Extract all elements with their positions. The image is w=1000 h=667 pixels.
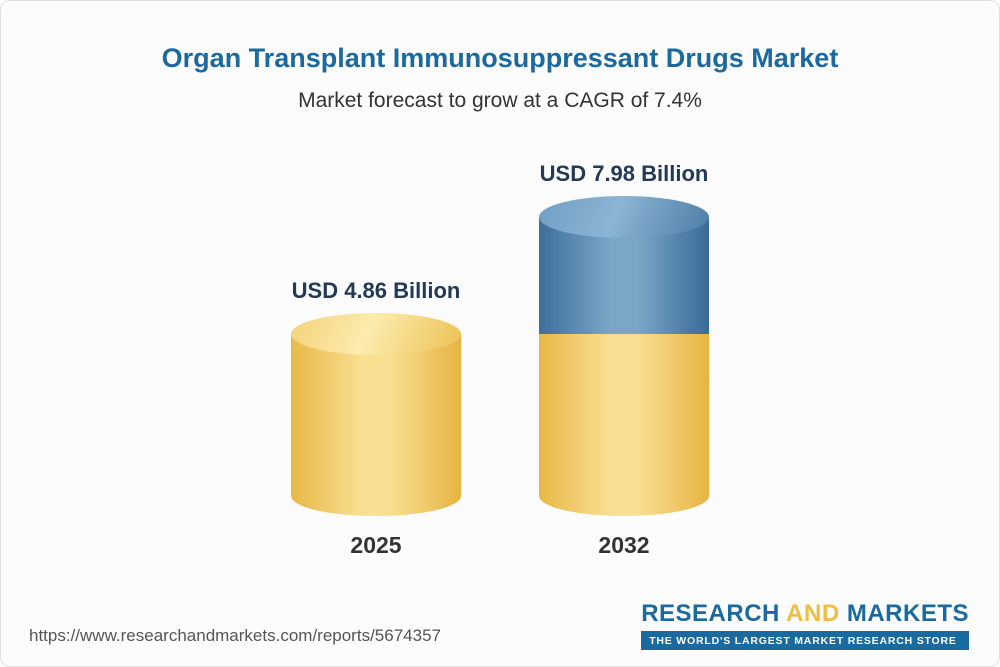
page-title: Organ Transplant Immunosuppressant Drugs… (161, 43, 839, 73)
year-label-2032: 2032 (598, 532, 650, 558)
logo-wordmark: RESEARCH AND MARKETS (641, 600, 969, 628)
value-label-2025: USD 4.86 Billion (291, 278, 461, 303)
cylinder-2032 (539, 196, 709, 516)
bar-group-2025: USD 4.86 Billion 2025 (281, 277, 471, 559)
cylinder-2025-segment-base (291, 334, 461, 516)
bar-group-2032: USD 7.98 Billion 2032 (529, 160, 719, 559)
logo-word-markets: MARKETS (846, 600, 969, 627)
logo-word-research: RESEARCH (641, 600, 780, 627)
cylinder-2025 (291, 313, 461, 516)
cylinder-2025-top-face (291, 313, 461, 355)
value-label-2032: USD 7.98 Billion (539, 161, 709, 186)
cylinder-2032-segment-base (539, 334, 709, 516)
logo-word-and: AND (786, 600, 840, 627)
logo-tagline: THE WORLD'S LARGEST MARKET RESEARCH STOR… (641, 631, 969, 650)
research-and-markets-logo: RESEARCH AND MARKETS THE WORLD'S LARGEST… (641, 600, 969, 650)
report-url-link[interactable]: https://www.researchandmarkets.com/repor… (29, 626, 441, 645)
year-label-2025: 2025 (350, 532, 402, 558)
page-subtitle: Market forecast to grow at a CAGR of 7.4… (298, 89, 702, 112)
cylinder-2032-top-face (539, 196, 709, 238)
